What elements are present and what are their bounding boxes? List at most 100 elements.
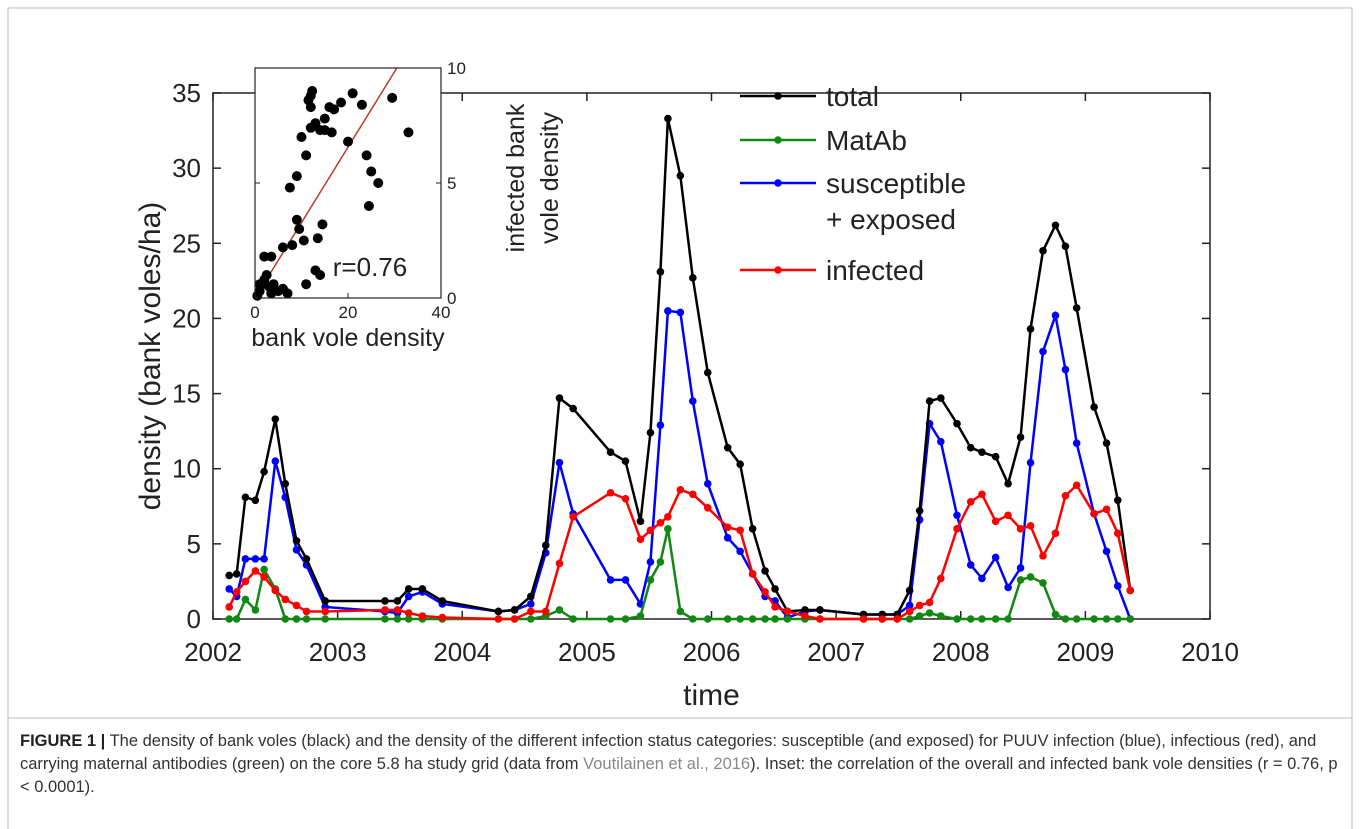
data-point: [510, 615, 519, 623]
data-point: [281, 615, 290, 623]
scatter-point: [363, 201, 374, 211]
data-point: [569, 615, 577, 623]
scatter-point: [403, 127, 414, 138]
data-point: [281, 479, 290, 488]
data-point: [526, 592, 535, 601]
data-point: [937, 612, 945, 620]
y-tick-label: 35: [172, 78, 201, 108]
data-point: [925, 598, 934, 607]
data-point: [859, 615, 868, 623]
data-point: [664, 114, 672, 123]
data-point: [271, 586, 280, 595]
data-point: [1072, 304, 1081, 312]
data-point: [676, 607, 685, 616]
data-point: [260, 565, 268, 574]
scatter-point: [319, 113, 330, 124]
data-point: [1113, 582, 1122, 590]
data-point: [966, 615, 975, 623]
data-point: [555, 394, 564, 402]
data-point: [723, 615, 732, 623]
data-point: [736, 460, 744, 469]
scatter-point: [336, 97, 347, 108]
data-point: [251, 606, 260, 614]
data-point: [1102, 505, 1111, 514]
x-axis-title: time: [683, 679, 740, 712]
scatter-point: [347, 88, 358, 99]
data-point: [878, 615, 887, 623]
data-point: [1016, 525, 1025, 533]
data-point: [703, 503, 712, 512]
data-point: [736, 615, 744, 623]
data-point: [393, 615, 402, 623]
legend-marker: [774, 266, 782, 274]
data-point: [636, 517, 645, 526]
data-point: [569, 513, 577, 521]
scatter-point: [312, 233, 323, 244]
data-point: [555, 458, 564, 467]
data-point: [966, 561, 975, 569]
data-point: [1016, 433, 1025, 441]
data-point: [381, 597, 389, 605]
scatter-point: [277, 242, 288, 253]
data-point: [723, 534, 732, 542]
data-point: [260, 555, 268, 563]
data-point: [418, 585, 427, 593]
data-point: [783, 607, 792, 616]
data-point: [1004, 511, 1012, 520]
x-tick-label: 2007: [807, 637, 865, 667]
data-point: [761, 567, 769, 575]
data-point: [1026, 573, 1035, 581]
data-point: [1061, 242, 1070, 251]
scatter-point: [343, 136, 353, 147]
x-tick-label: 2010: [1181, 637, 1239, 667]
data-point: [937, 437, 945, 446]
data-point: [636, 612, 645, 620]
data-point: [783, 615, 792, 623]
data-point: [953, 615, 961, 623]
data-point: [905, 607, 914, 616]
data-point: [621, 494, 630, 503]
data-point: [606, 448, 615, 456]
data-point: [1051, 529, 1060, 538]
data-point: [925, 609, 934, 617]
scatter-point: [284, 182, 295, 193]
data-point: [241, 555, 250, 563]
y-tick-label: 10: [172, 454, 201, 484]
data-point: [991, 553, 1000, 562]
data-point: [991, 517, 1000, 526]
data-point: [292, 546, 301, 554]
inset-frame: [254, 67, 442, 299]
data-point: [646, 558, 655, 566]
data-point: [937, 574, 945, 583]
scatter-point: [315, 270, 326, 280]
data-point: [251, 555, 260, 563]
data-point: [771, 585, 779, 593]
data-point: [302, 615, 311, 623]
data-point: [393, 597, 402, 605]
data-point: [636, 535, 645, 544]
x-axis-title: bank vole density: [251, 324, 445, 352]
data-point: [1061, 615, 1070, 623]
caption-label: FIGURE 1 |: [20, 732, 106, 750]
caption-link[interactable]: Voutilainen et al., 2016: [583, 755, 751, 773]
scatter-point: [282, 288, 293, 299]
data-point: [761, 615, 769, 623]
data-point: [526, 615, 535, 623]
legend-marker: [774, 136, 782, 144]
scatter-point: [291, 214, 302, 225]
data-point: [1039, 552, 1047, 560]
data-point: [251, 567, 260, 575]
scatter-point: [268, 279, 279, 290]
data-point: [991, 615, 1000, 623]
data-point: [281, 595, 290, 604]
data-point: [723, 523, 732, 532]
data-point: [321, 615, 329, 623]
data-point: [646, 576, 655, 584]
y-tick-label: 0: [187, 604, 201, 634]
data-point: [438, 597, 447, 605]
data-point: [748, 525, 757, 533]
data-point: [321, 597, 329, 605]
data-point: [251, 496, 260, 505]
data-point: [1113, 496, 1122, 505]
